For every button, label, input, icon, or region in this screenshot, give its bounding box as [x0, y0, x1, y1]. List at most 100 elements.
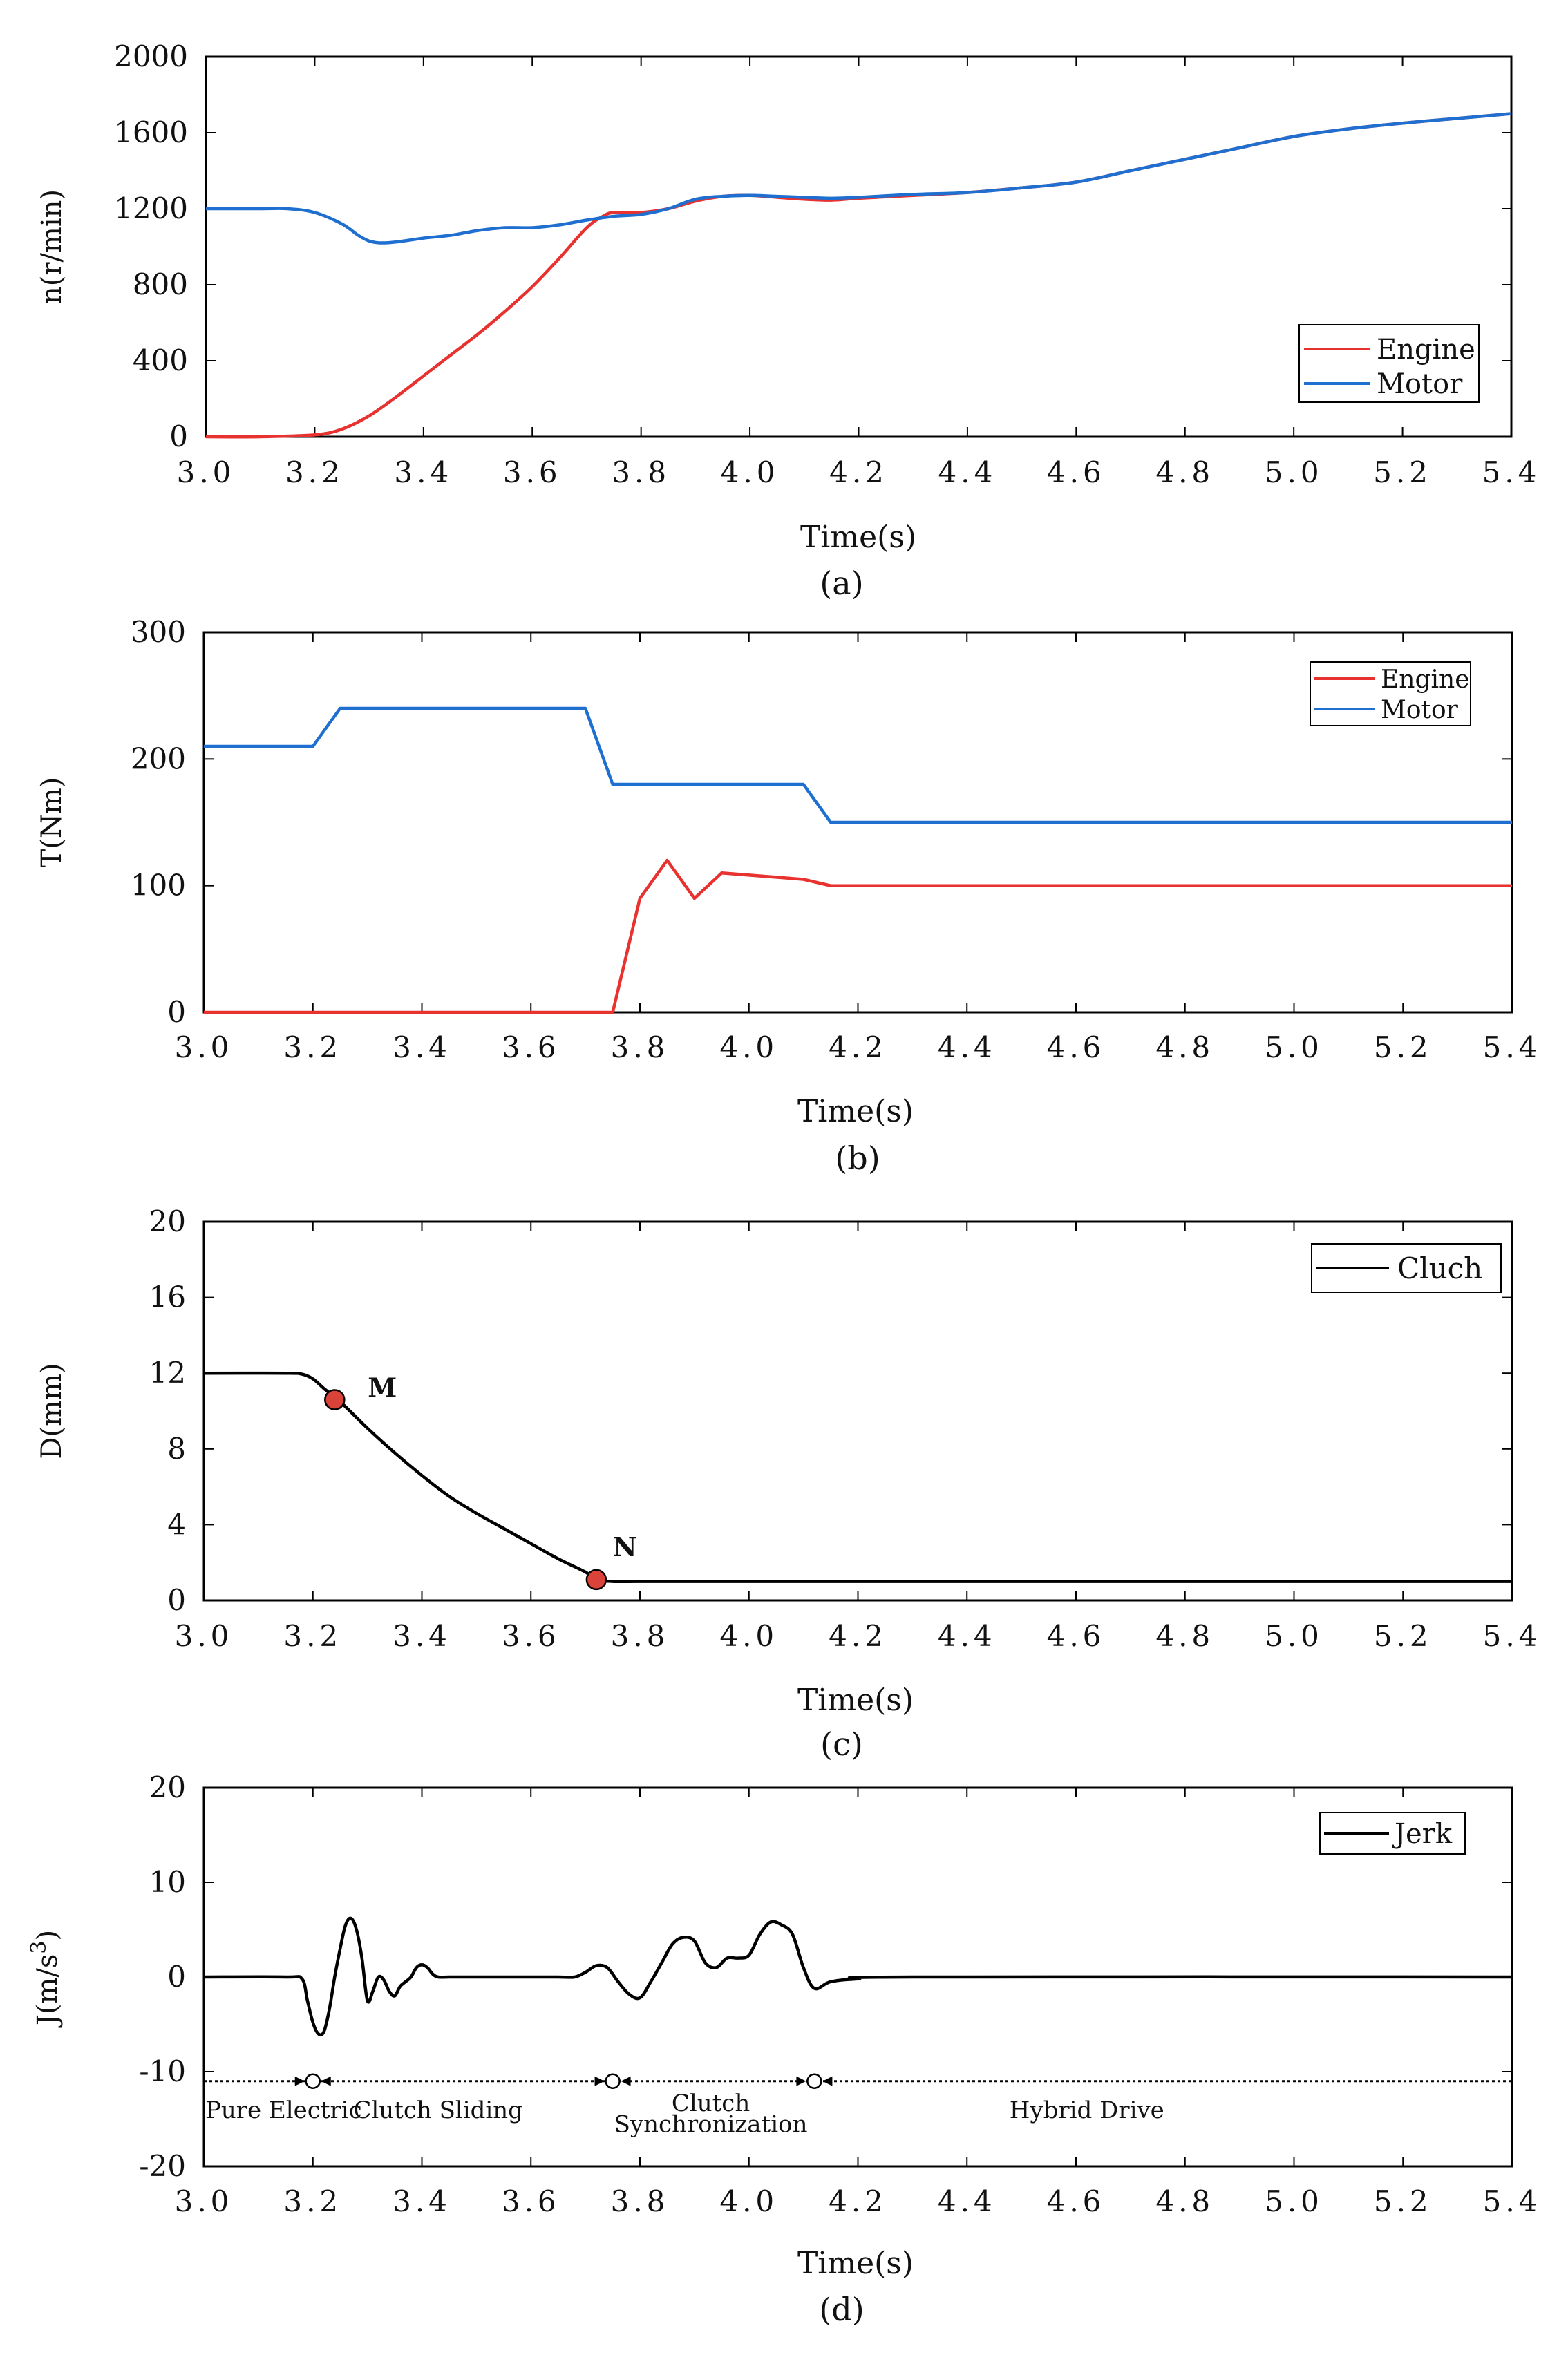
panel-c-legend: Cluch: [1311, 1243, 1502, 1293]
x-tick-label: 5.0: [1265, 2184, 1323, 2218]
panel-b-series: [204, 706, 1512, 1014]
phase-label: Clutch: [672, 2090, 750, 2117]
x-tick-label: 4.2: [829, 455, 888, 489]
panel-b-x-ticks: 3.0 3.2 3.4 3.6 3.8 4.0 4.2 4.4 4.6 4.8 5.0 5.2 5.4: [175, 632, 1542, 1064]
x-tick-label: 3.4: [393, 1030, 451, 1064]
y-tick-label: 0: [167, 1583, 186, 1617]
panel-b-legend-engine-label: Engine: [1381, 665, 1470, 694]
y-tick-label: 20: [149, 1770, 186, 1804]
x-tick-label: 3.8: [611, 2184, 670, 2218]
x-tick-label: 4.4: [938, 2184, 996, 2218]
y-tick-label: 4: [167, 1507, 186, 1541]
x-tick-label: 3.6: [503, 455, 562, 489]
panel-c-xlabel: Time(s): [797, 1683, 914, 1718]
panel-d-legend: Jerk: [1319, 1812, 1466, 1855]
panel-c-series: [203, 1371, 1512, 1584]
point-label-n: N: [613, 1531, 637, 1562]
panel-d-series: [203, 1916, 1513, 2037]
x-tick-label: 3.6: [502, 2184, 560, 2218]
panel-d-ylabel: J(m/s3): [27, 1930, 64, 2028]
x-tick-label: 3.2: [283, 2184, 342, 2218]
x-tick-label: 5.2: [1374, 1030, 1433, 1064]
x-tick-label: 3.2: [285, 455, 344, 489]
series-line-motor: [206, 112, 1512, 245]
x-tick-label: 5.4: [1482, 455, 1541, 489]
x-tick-label: 3.2: [283, 1030, 342, 1064]
panel-a-ylabel: n(r/min): [36, 189, 68, 304]
point-label-m: M: [368, 1372, 397, 1403]
y-tick-label: 300: [131, 615, 186, 649]
y-tick-label: -20: [139, 2149, 186, 2183]
x-tick-label: 4.4: [938, 455, 997, 489]
x-tick-label: 4.8: [1155, 1030, 1214, 1064]
x-tick-label: 5.4: [1483, 1030, 1542, 1064]
phase-label: Pure Electric: [205, 2097, 362, 2124]
panel-a-legend-box: [1298, 324, 1480, 403]
x-tick-label: 4.0: [719, 2184, 778, 2218]
x-tick-label: 5.4: [1483, 1619, 1542, 1653]
x-tick-label: 4.2: [829, 1030, 887, 1064]
x-tick-label: 4.6: [1047, 2184, 1106, 2218]
y-tick-label: 100: [131, 869, 186, 902]
panel-c-legend-cluch-label: Cluch: [1397, 1251, 1482, 1285]
panel-d-ylabel-suffix: ): [32, 1930, 64, 1941]
x-tick-label: 3.6: [502, 1619, 560, 1653]
x-tick-label: 4.6: [1047, 1619, 1106, 1653]
panel-d: -20 -10 0 10 20 3.0 3.2 3.4 3.6 3.8 4.0 4.2 4.4 4.6 4…: [27, 1770, 1537, 2328]
x-tick-label: 5.0: [1265, 455, 1323, 489]
x-tick-label: 3.8: [611, 1030, 670, 1064]
series-line-engine: [204, 858, 1512, 1014]
x-tick-label: 5.2: [1374, 1619, 1433, 1653]
x-tick-label: 4.6: [1047, 1030, 1106, 1064]
panel-b-ylabel: T(Nm): [36, 777, 68, 868]
panel-a-y-ticks: 0 400 800 1200 1600 2000: [114, 39, 1511, 453]
y-tick-label: 16: [149, 1280, 186, 1314]
panel-a-xlabel: Time(s): [800, 520, 916, 555]
panel-a: 0 400 800 1200 1600 2000 3.0 3.2 3.4 3.6 3.8 4.0 4.…: [36, 39, 1541, 602]
panel-b-legend: Engine Motor: [1310, 661, 1471, 726]
x-tick-label: 5.0: [1265, 1619, 1323, 1653]
x-tick-label: 3.0: [175, 2184, 234, 2218]
x-tick-label: 5.0: [1265, 1030, 1323, 1064]
x-tick-label: 4.8: [1155, 1619, 1214, 1653]
x-tick-label: 3.0: [175, 1619, 234, 1653]
phase-boundary-marker: [806, 2073, 822, 2089]
x-tick-label: 4.0: [719, 1619, 778, 1653]
point-marker-n: [585, 1569, 607, 1591]
series-line-cluch: [203, 1371, 1512, 1584]
y-tick-label: 800: [133, 267, 188, 301]
panel-c-x-ticks: 3.0 3.2 3.4 3.6 3.8 4.0 4.2 4.4 4.6 4.8 5.0 5.2 5.4: [175, 1222, 1542, 1653]
y-tick-label: 20: [149, 1204, 186, 1238]
y-tick-label: -10: [139, 2054, 186, 2088]
phase-arrow-left: [294, 2076, 305, 2086]
y-tick-label: 2000: [114, 39, 188, 73]
panel-c-caption: (c): [820, 1725, 863, 1763]
x-tick-label: 5.2: [1373, 455, 1432, 489]
x-tick-label: 3.0: [175, 1030, 234, 1064]
phase-arrow-left: [796, 2076, 806, 2086]
panel-c: 0 4 8 12 16 20 3.0 3.2 3.4 3.6 3.8 4.0 4.2 4.4 4.6 4.8…: [36, 1204, 1542, 1763]
panel-a-legend-engine-label: Engine: [1377, 334, 1475, 366]
y-tick-label: 400: [133, 343, 188, 377]
x-tick-label: 5.2: [1374, 2184, 1433, 2218]
x-tick-label: 3.8: [611, 1619, 670, 1653]
y-tick-label: 12: [149, 1356, 186, 1390]
phase-label: Synchronization: [614, 2110, 808, 2138]
x-tick-label: 4.0: [719, 1030, 778, 1064]
x-tick-label: 4.6: [1047, 455, 1106, 489]
panel-a-legend: Engine Motor: [1298, 324, 1480, 403]
panel-d-y-ticks: -20 -10 0 10 20: [139, 1770, 1512, 2183]
series-line-jerk: [203, 1916, 1513, 2037]
y-tick-label: 8: [167, 1432, 186, 1466]
x-tick-label: 4.2: [829, 2184, 887, 2218]
x-tick-label: 4.2: [829, 1619, 887, 1653]
phase-label: Clutch Sliding: [353, 2097, 523, 2124]
x-tick-label: 4.0: [721, 455, 780, 489]
panel-d-xlabel: Time(s): [797, 2246, 914, 2281]
panel-d-ylabel-main: J(m/s: [32, 1954, 64, 2029]
y-tick-label: 1600: [114, 115, 188, 149]
x-tick-label: 4.4: [938, 1619, 996, 1653]
panel-d-ylabel-superscript: 3: [27, 1940, 51, 1954]
